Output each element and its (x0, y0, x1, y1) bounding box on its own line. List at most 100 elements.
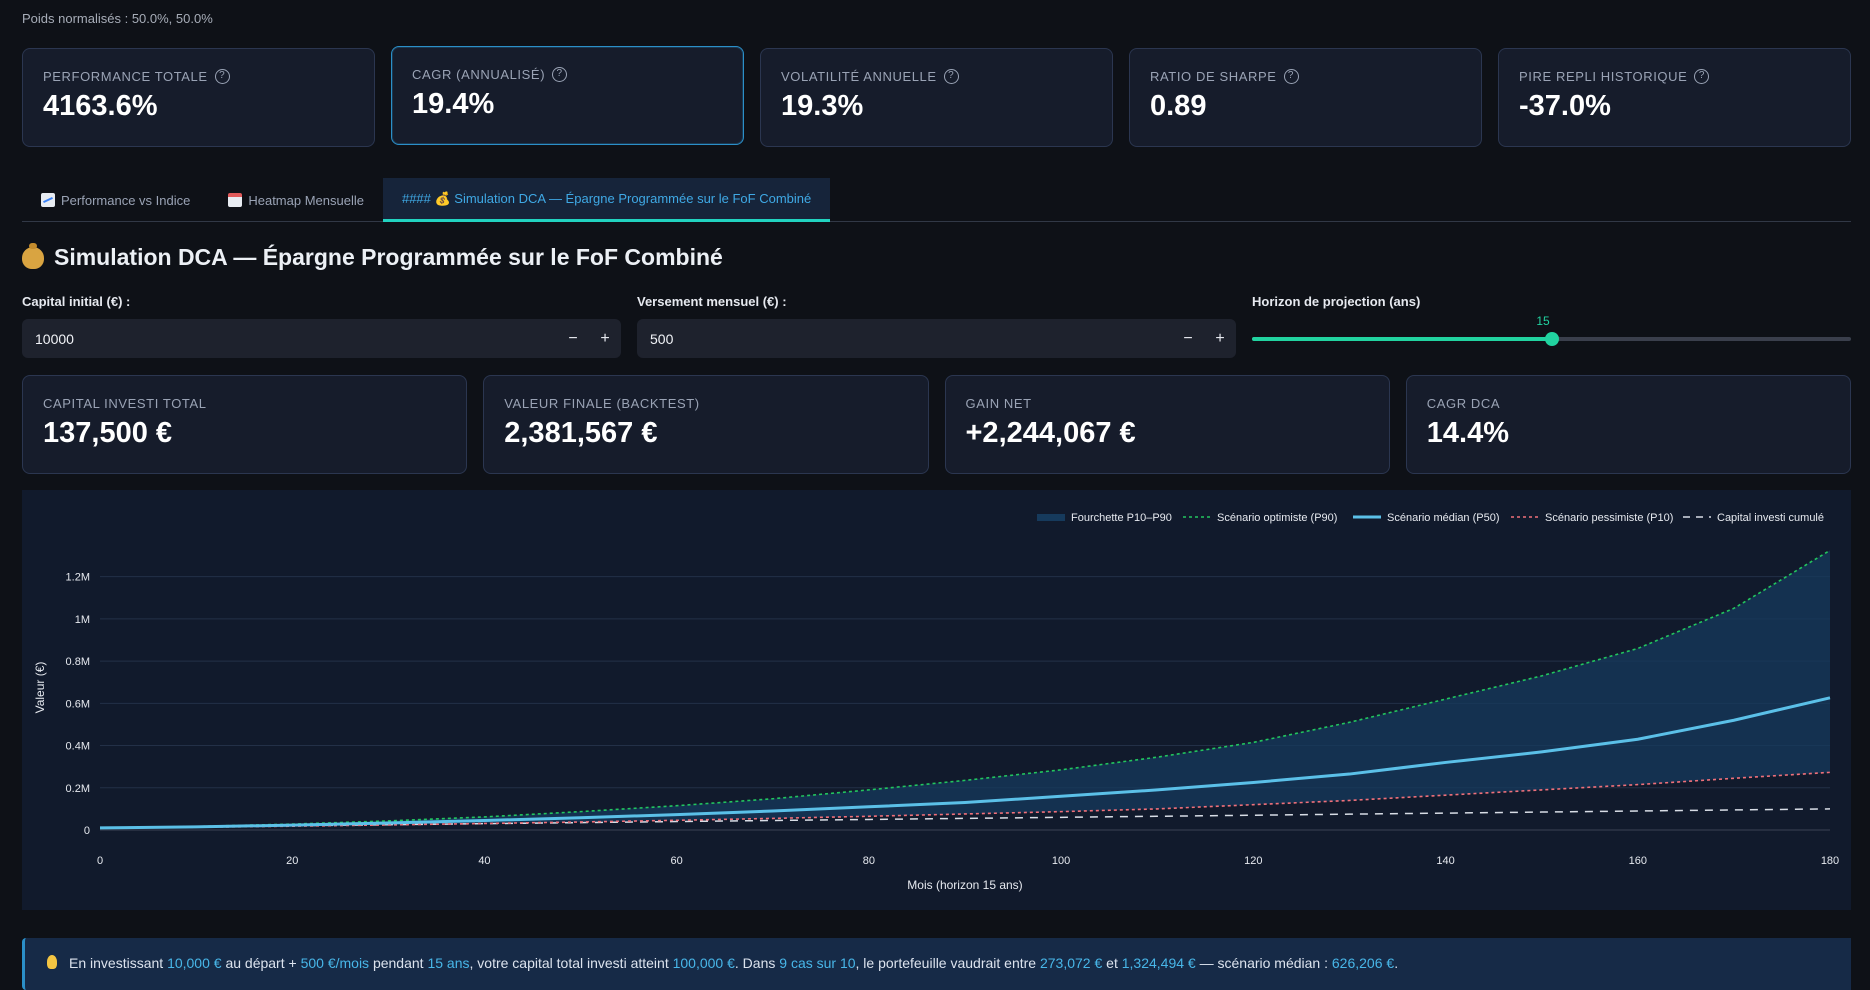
metric-value: 14.4% (1426, 417, 1509, 449)
info-text: En investissant (69, 955, 168, 971)
y-tick-label: 0.2M (66, 783, 90, 795)
metric-label: PIRE REPLI HISTORIQUE (1519, 69, 1688, 84)
x-tick-label: 100 (1052, 855, 1070, 867)
metric-value: +2,244,067 € (965, 417, 1136, 449)
horizon-slider-fill (1252, 337, 1552, 341)
decrement-button[interactable]: − (1183, 329, 1193, 347)
metric-label: RATIO DE SHARPE (1150, 69, 1277, 84)
capital-initial-value[interactable]: 10000 (35, 330, 74, 347)
y-tick-label: 0.4M (66, 741, 90, 753)
info-text: et (1102, 955, 1122, 971)
info-p10-value: 273,072 € (1039, 955, 1103, 971)
dca-projection-chart[interactable]: 0 0.2M 0.4M 0.6M 0.8M 1M 1.2M 0 20 40 60 80 100 120 14… (22, 490, 1851, 910)
legend-swatch (1037, 514, 1065, 521)
metric-card-volatility: VOLATILITÉ ANNUELLE? 19.3% (760, 48, 1113, 147)
help-icon[interactable]: ? (1694, 69, 1710, 84)
metric-label: CAGR (ANNUALISÉ) (412, 67, 546, 82)
tab-dca-simulation[interactable]: #### 💰 Simulation DCA — Épargne Programm… (382, 178, 831, 222)
info-cases: 9 cas sur 10 (779, 955, 856, 971)
performance-metrics-row: PERFORMANCE TOTALE? 4163.6% CAGR (ANNUAL… (22, 46, 1851, 147)
money-bag-icon (22, 242, 44, 269)
metric-card-capital-invested: CAPITAL INVESTI TOTAL 137,500 € (22, 375, 468, 474)
x-tick-label: 20 (286, 855, 298, 867)
increment-button[interactable]: + (600, 329, 610, 347)
normalized-weights-note: Poids normalisés : 50.0%, 50.0% (22, 11, 213, 26)
capital-initial-input[interactable]: 10000 − + (22, 319, 621, 358)
tab-performance-vs-index[interactable]: Performance vs Indice (22, 178, 209, 222)
info-horizon: 15 ans (427, 955, 470, 971)
info-text: . Dans (734, 955, 780, 971)
info-median-value: 626,206 € (1331, 955, 1395, 971)
info-text: pendant (369, 955, 428, 971)
light-bulb-icon (47, 955, 57, 969)
metric-card-max-drawdown: PIRE REPLI HISTORIQUE? -37.0% (1498, 48, 1851, 147)
monthly-payment-label: Versement mensuel (€) : (637, 294, 787, 309)
horizon-slider-value: 15 (1536, 314, 1550, 328)
metric-value: 137,500 € (43, 417, 173, 449)
p90-optimistic-line (99, 549, 1831, 829)
x-tick-label: 80 (863, 855, 875, 867)
tab-label: Heatmap Mensuelle (248, 192, 364, 208)
dca-metrics-row: CAPITAL INVESTI TOTAL 137,500 € VALEUR F… (22, 375, 1851, 474)
help-icon[interactable]: ? (943, 69, 959, 84)
metric-label: PERFORMANCE TOTALE (43, 69, 208, 84)
metric-label: CAPITAL INVESTI TOTAL (43, 396, 207, 411)
calendar-icon (228, 193, 243, 207)
help-icon[interactable]: ? (552, 67, 568, 82)
metric-value: 19.4% (412, 88, 495, 120)
metric-card-total-performance: PERFORMANCE TOTALE? 4163.6% (22, 48, 375, 147)
metric-card-final-value: VALEUR FINALE (BACKTEST) 2,381,567 € (483, 375, 929, 474)
increment-button[interactable]: + (1215, 329, 1225, 347)
monthly-payment-value[interactable]: 500 (650, 330, 674, 347)
x-tick-label: 120 (1244, 855, 1262, 867)
info-text: au départ + (221, 955, 301, 971)
horizon-slider[interactable] (1252, 332, 1851, 346)
x-axis-title: Mois (horizon 15 ans) (907, 878, 1022, 892)
metric-value: 0.89 (1150, 90, 1207, 122)
legend-label: Capital investi cumulé (1717, 512, 1824, 524)
info-monthly-payment: 500 €/mois (300, 955, 370, 971)
help-icon[interactable]: ? (214, 69, 230, 84)
info-text: . (1394, 955, 1399, 971)
info-total-invested: 100,000 € (672, 955, 735, 971)
tab-monthly-heatmap[interactable]: Heatmap Mensuelle (209, 178, 383, 222)
chart-increasing-icon (41, 193, 55, 207)
horizon-slider-label: Horizon de projection (ans) (1252, 294, 1421, 309)
tab-label: Performance vs Indice (61, 192, 191, 208)
legend-label: Scénario optimiste (P90) (1217, 512, 1337, 524)
monthly-payment-input[interactable]: 500 − + (637, 319, 1236, 358)
y-tick-label: 0.8M (66, 656, 90, 668)
p10-p90-band (100, 550, 1830, 828)
section-title-text: Simulation DCA — Épargne Programmée sur … (54, 244, 723, 270)
x-tick-label: 160 (1629, 855, 1647, 867)
x-tick-label: 180 (1821, 855, 1839, 867)
x-tick-label: 0 (97, 855, 103, 867)
metric-value: 2,381,567 € (504, 417, 658, 449)
metric-value: -37.0% (1519, 90, 1611, 122)
metric-card-sharpe: RATIO DE SHARPE? 0.89 (1129, 48, 1482, 147)
metric-card-cagr-dca: CAGR DCA 14.4% (1405, 375, 1851, 474)
x-tick-label: 60 (671, 855, 683, 867)
info-text: — scénario médian : (1195, 955, 1332, 971)
decrement-button[interactable]: − (568, 329, 578, 347)
help-icon[interactable]: ? (1283, 69, 1299, 84)
tab-label: #### 💰 Simulation DCA — Épargne Programm… (401, 190, 812, 206)
p50-median-line (99, 696, 1831, 830)
info-p90-value: 1,324,494 € (1121, 955, 1196, 971)
info-initial-capital: 10,000 € (167, 955, 222, 971)
metric-label: VOLATILITÉ ANNUELLE (781, 69, 937, 84)
info-text: , votre capital total investi atteint (469, 955, 673, 971)
metric-label: CAGR DCA (1426, 396, 1501, 411)
metric-card-cagr: CAGR (ANNUALISÉ)? 19.4% (391, 46, 744, 145)
chart-svg[interactable]: 0 0.2M 0.4M 0.6M 0.8M 1M 1.2M 0 20 40 60 80 100 120 14… (22, 490, 1851, 910)
horizon-slider-handle[interactable] (1544, 332, 1559, 346)
y-tick-label: 1.2M (66, 572, 90, 584)
x-tick-label: 40 (478, 855, 490, 867)
legend-label: Scénario médian (P50) (1387, 512, 1500, 524)
metric-card-net-gain: GAIN NET +2,244,067 € (944, 375, 1390, 474)
tab-bar: Performance vs Indice Heatmap Mensuelle … (22, 178, 1851, 222)
x-tick-label: 140 (1436, 855, 1454, 867)
metric-value: 4163.6% (43, 90, 158, 122)
y-tick-label: 0 (84, 825, 90, 837)
dca-summary-info: En investissant 10,000 € au départ + 500… (22, 938, 1851, 990)
